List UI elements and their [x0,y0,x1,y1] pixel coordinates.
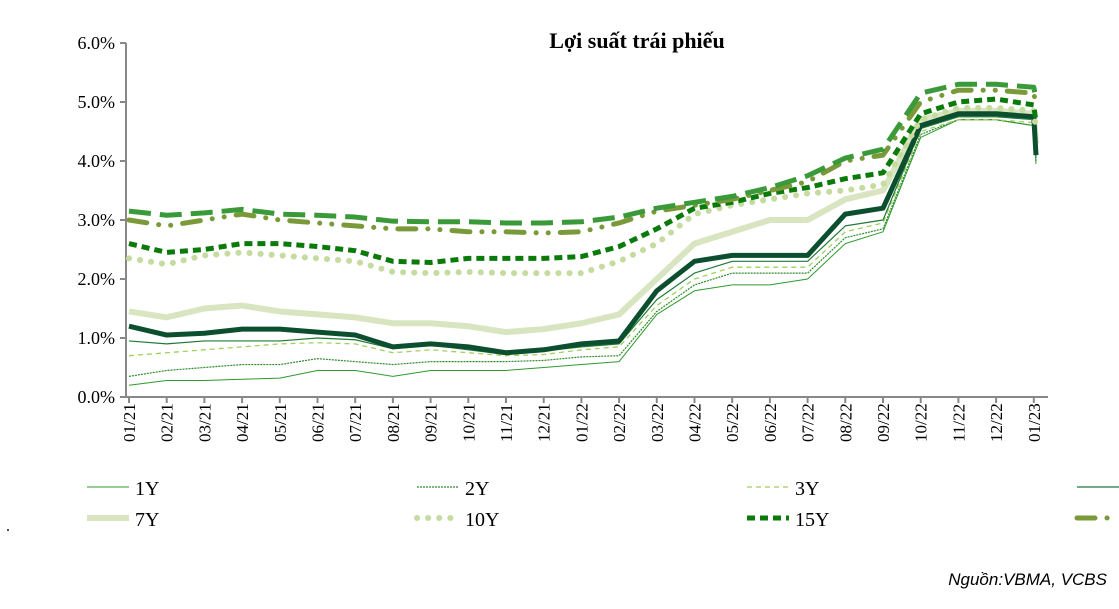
chart-title: Lợi suất trái phiếu [549,28,724,53]
x-tick-label: 05/21 [271,403,290,442]
x-tick-label: 02/22 [610,403,629,442]
y-tick-label: 5.0% [78,92,116,112]
legend-label-15Y: 15Y [795,509,829,531]
x-tick-label: 09/21 [422,403,441,442]
x-tick-label: 06/21 [309,403,328,442]
x-tick-label: 01/21 [120,403,139,442]
x-tick-label: 07/21 [346,403,365,442]
legend-label-2Y: 2Y [465,478,489,500]
series-line-1Y [128,119,1037,386]
x-tick-label: 09/22 [874,403,893,442]
y-tick-label: 1.0% [78,328,116,348]
series-line-20Y [126,87,1039,236]
y-tick-label: 0.0% [78,387,116,407]
x-tick-label: 01/23 [1025,403,1044,442]
legend-label-7Y: 7Y [135,509,159,531]
y-tick-label: 4.0% [78,151,116,171]
series-line-2Y [128,119,1037,377]
x-tick-label: 10/22 [912,403,931,442]
series-line-10Y [126,104,1039,277]
x-tick-label: 10/21 [459,403,478,442]
x-tick-label: 12/21 [535,403,554,442]
series-line-30Y [128,81,1039,226]
x-tick-label: 11/21 [497,404,516,442]
source-note: Nguồn:VBMA, VCBS [948,570,1107,589]
y-tick-label: 3.0% [78,210,116,230]
series-line-3Y [128,119,1037,357]
x-tick-label: 03/21 [195,403,214,442]
x-tick-label: 04/22 [686,403,705,442]
series-line-7Y [128,107,1039,336]
legend-label-10Y: 10Y [465,509,499,531]
x-tick-label: 01/22 [572,403,591,442]
legend-label-1Y: 1Y [135,478,159,500]
x-tick-label: 11/22 [949,404,968,442]
x-tick-label: 02/21 [158,403,177,442]
series-line-15Y [128,96,1039,265]
x-tick-label: 08/21 [384,403,403,442]
legend-label-3Y: 3Y [795,478,819,500]
x-tick-label: 08/22 [836,403,855,442]
x-tick-label: 04/21 [233,403,252,442]
y-tick-label: 2.0% [78,269,116,289]
x-tick-label: 06/22 [761,403,780,442]
stray-mark: . [6,518,10,535]
x-tick-label: 03/22 [648,403,667,442]
x-tick-label: 12/22 [987,403,1006,442]
y-tick-label: 6.0% [78,33,116,53]
series-line-5Y [128,111,1039,356]
x-tick-label: 07/22 [799,403,818,442]
x-tick-label: 05/22 [723,403,742,442]
